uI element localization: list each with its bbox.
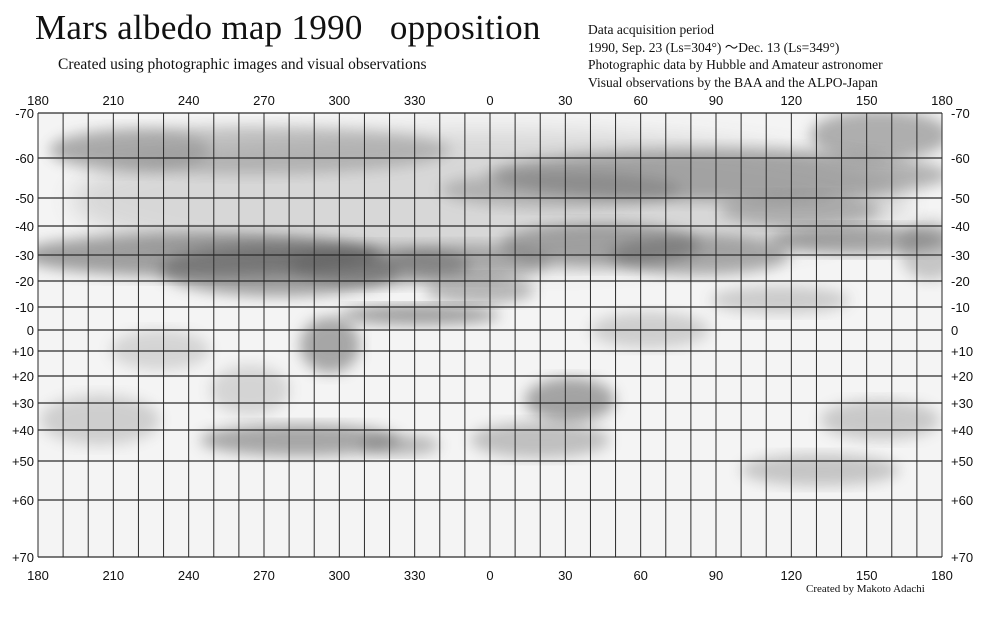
- latitude-label: +20: [12, 369, 34, 384]
- longitude-label: 60: [633, 93, 647, 108]
- longitude-label: 210: [102, 93, 124, 108]
- longitude-label: 30: [558, 93, 572, 108]
- longitude-label: 330: [404, 568, 426, 583]
- latitude-label: +10: [12, 344, 34, 359]
- dark-albedo-feature: [40, 395, 160, 445]
- dark-albedo-feature: [710, 286, 850, 314]
- longitude-label: 180: [931, 93, 953, 108]
- longitude-labels-top: 180 210 240 270 300 330 0 30 60 90 120 150 180: [27, 93, 953, 108]
- latitude-label: 0: [27, 323, 34, 338]
- dark-albedo-feature: [820, 400, 940, 440]
- dark-albedo-feature: [425, 276, 535, 304]
- latitude-label: -10: [951, 300, 970, 315]
- latitude-labels-right: -70 -60 -50 -40 -30 -20 -10 0 +10 +20 +30 +40 +50 +60…: [951, 106, 973, 565]
- dark-albedo-feature: [300, 317, 360, 373]
- latitude-label: -40: [951, 219, 970, 234]
- longitude-label: 60: [633, 568, 647, 583]
- longitude-label: 30: [558, 568, 572, 583]
- longitude-label: 300: [328, 93, 350, 108]
- longitude-label: 90: [709, 568, 723, 583]
- dark-albedo-feature: [360, 435, 440, 455]
- latitude-label: +60: [12, 493, 34, 508]
- dark-albedo-feature: [740, 454, 900, 486]
- map-title: Mars albedo map 1990 opposition: [35, 8, 541, 47]
- dark-albedo-feature: [110, 330, 210, 370]
- latitude-label: -70: [15, 106, 34, 121]
- latitude-label: +50: [12, 454, 34, 469]
- dark-albedo-feature: [810, 113, 942, 160]
- latitude-label: +30: [951, 396, 973, 411]
- latitude-labels-left: -70 -60 -50 -40 -30 -20 -10 0 +10 +20 +30 +40 +50 +60…: [12, 106, 34, 565]
- dark-albedo-feature: [525, 378, 615, 422]
- latitude-label: -60: [15, 151, 34, 166]
- coordinate-grid: [37, 112, 943, 558]
- longitude-label: 150: [856, 568, 878, 583]
- longitude-label: 120: [780, 93, 802, 108]
- dark-albedo-feature: [340, 305, 500, 325]
- latitude-label: -50: [951, 191, 970, 206]
- latitude-label: -60: [951, 151, 970, 166]
- info-visual-source: Visual observations by the BAA and the A…: [588, 74, 878, 90]
- latitude-label: -30: [951, 248, 970, 263]
- latitude-label: +70: [12, 550, 34, 565]
- longitude-label: 270: [253, 93, 275, 108]
- latitude-label: -20: [951, 274, 970, 289]
- dark-albedo-feature: [210, 365, 290, 415]
- dark-albedo-feature: [200, 424, 400, 456]
- latitude-label: -10: [15, 300, 34, 315]
- info-acquisition-period: 1990, Sep. 23 (Ls=304°) ～Dec. 13 (Ls=349…: [588, 39, 840, 55]
- latitude-label: +60: [951, 493, 973, 508]
- latitude-label: -40: [15, 219, 34, 234]
- longitude-label: 0: [486, 93, 493, 108]
- latitude-label: -70: [951, 106, 970, 121]
- longitude-label: 180: [931, 568, 953, 583]
- latitude-label: +70: [951, 550, 973, 565]
- longitude-label: 120: [780, 568, 802, 583]
- latitude-label: +10: [951, 344, 973, 359]
- dark-albedo-feature: [900, 220, 942, 280]
- info-block: Data acquisition period 1990, Sep. 23 (L…: [588, 21, 883, 91]
- longitude-label: 240: [178, 568, 200, 583]
- longitude-label: 210: [102, 568, 124, 583]
- info-photographic-source: Photographic data by Hubble and Amateur …: [588, 57, 883, 72]
- map-subtitle: Created using photographic images and vi…: [58, 56, 427, 73]
- longitude-label: 180: [27, 93, 49, 108]
- info-acquisition-heading: Data acquisition period: [588, 22, 714, 37]
- latitude-label: 0: [951, 323, 958, 338]
- credit-text: Created by Makoto Adachi: [806, 583, 925, 595]
- longitude-label: 240: [178, 93, 200, 108]
- longitude-label: 300: [328, 568, 350, 583]
- longitude-label: 180: [27, 568, 49, 583]
- longitude-label: 150: [856, 93, 878, 108]
- longitude-label: 0: [486, 568, 493, 583]
- longitude-labels-bottom: 180 210 240 270 300 330 0 30 60 90 120 150 180: [27, 568, 953, 583]
- latitude-label: -30: [15, 248, 34, 263]
- latitude-label: +50: [951, 454, 973, 469]
- longitude-label: 270: [253, 568, 275, 583]
- latitude-label: +20: [951, 369, 973, 384]
- longitude-label: 330: [404, 93, 426, 108]
- longitude-label: 90: [709, 93, 723, 108]
- latitude-label: -20: [15, 274, 34, 289]
- latitude-label: -50: [15, 191, 34, 206]
- latitude-label: +40: [12, 423, 34, 438]
- latitude-label: +30: [12, 396, 34, 411]
- latitude-label: +40: [951, 423, 973, 438]
